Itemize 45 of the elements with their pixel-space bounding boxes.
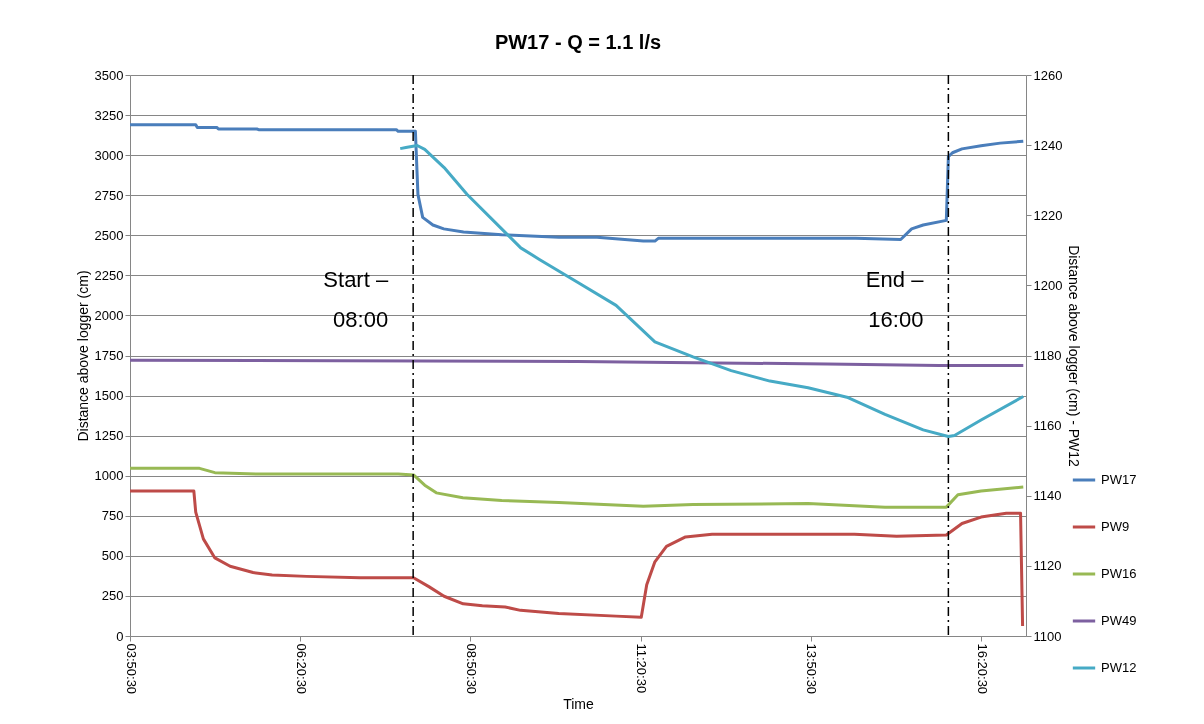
y2-tick-label: 1140 [1033,488,1062,504]
x-tick-label: 13:50:30 [804,643,820,695]
y-tick-label: 1250 [94,428,124,444]
y-tick-label: 1000 [94,468,124,484]
line-series [128,489,1025,628]
legend-label: PW9 [1101,519,1130,534]
x-tick-label: 16:20:30 [974,643,990,695]
chart-title: PW17 - Q = 1.1 l/s [494,31,662,53]
y-tick-label: 2750 [94,187,124,203]
x-tick-label: 06:20:30 [293,643,309,695]
y-tick-label: 1500 [94,388,124,404]
x-tick-label: 08:50:30 [463,643,479,695]
line-series [398,143,1025,438]
y-tick-label: 250 [101,588,124,604]
y-tick-label: 3500 [94,67,124,83]
y-tick-label: 2250 [94,267,124,283]
y2-tick-label: 1120 [1033,558,1062,574]
y-tick-label: 2500 [94,227,124,243]
y2-tick-label: 1220 [1033,207,1063,223]
x-axis-title: Time [563,696,595,713]
legend-label: PW12 [1101,660,1137,675]
y2-tick-label: 1200 [1033,277,1063,293]
y-tick-label: 0 [116,628,124,644]
legend-label: PW17 [1101,472,1137,487]
x-tick-label: 11:20:30 [634,643,650,694]
y2-tick-label: 1240 [1033,137,1063,153]
y-tick-label: 750 [101,508,124,524]
y-tick-label: 1750 [94,348,124,363]
line-series [128,123,1025,243]
legend-label: PW16 [1101,566,1137,581]
y-tick-label: 500 [101,548,124,564]
ref-line-label: Start – 08:00 [323,267,389,332]
y2-axis-title: Distance above logger (cm) - PW12 [1066,245,1083,468]
line-series [128,466,1025,509]
legend-label: PW49 [1101,613,1137,628]
y2-tick-label: 1160 [1033,418,1062,434]
y2-tick-label: 1260 [1033,67,1063,83]
x-tick-label: 03:50:30 [123,643,139,695]
y-axis-title: Distance above logger (cm) [74,270,91,442]
y2-tick-label: 1180 [1033,348,1062,363]
y-tick-label: 3250 [94,107,124,123]
y-tick-label: 2000 [94,307,124,323]
ref-line-label: End – 16:00 [865,267,925,332]
y-tick-label: 3000 [94,147,124,163]
y2-tick-label: 1100 [1033,628,1062,644]
